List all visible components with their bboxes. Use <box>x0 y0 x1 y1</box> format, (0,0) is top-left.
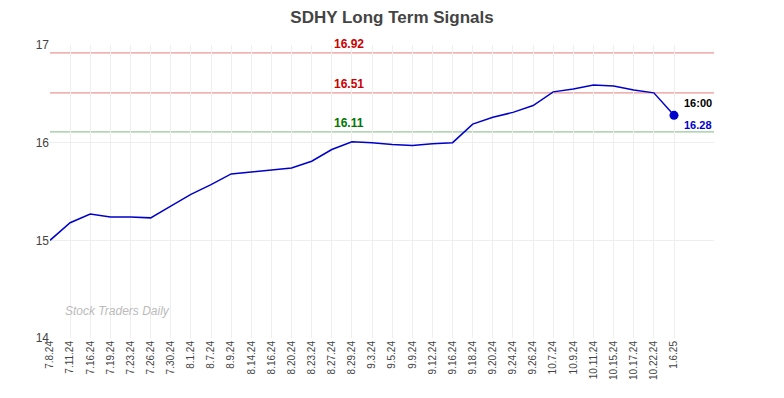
svg-text:10.15.24: 10.15.24 <box>608 341 619 380</box>
svg-text:16.11: 16.11 <box>334 116 364 130</box>
svg-text:9.12.24: 9.12.24 <box>427 341 438 375</box>
svg-text:8.20.24: 8.20.24 <box>286 341 297 375</box>
svg-text:9.5.24: 9.5.24 <box>386 341 397 369</box>
svg-text:9.26.24: 9.26.24 <box>527 341 538 375</box>
svg-text:7.16.24: 7.16.24 <box>85 341 96 375</box>
svg-text:16.51: 16.51 <box>334 77 364 91</box>
svg-text:7.19.24: 7.19.24 <box>105 341 116 375</box>
svg-text:10.9.24: 10.9.24 <box>568 341 579 375</box>
svg-text:7.8.24: 7.8.24 <box>44 341 55 369</box>
svg-text:10.17.24: 10.17.24 <box>628 341 639 380</box>
svg-text:10.22.24: 10.22.24 <box>648 341 659 380</box>
svg-text:14: 14 <box>36 331 50 345</box>
svg-text:17: 17 <box>36 38 50 52</box>
svg-text:9.18.24: 9.18.24 <box>467 341 478 375</box>
svg-text:9.9.24: 9.9.24 <box>407 341 418 369</box>
svg-text:7.23.24: 7.23.24 <box>125 341 136 375</box>
svg-text:9.16.24: 9.16.24 <box>447 341 458 375</box>
svg-text:7.11.24: 7.11.24 <box>64 341 75 374</box>
svg-text:1.6.25: 1.6.25 <box>668 341 679 369</box>
svg-text:8.16.24: 8.16.24 <box>266 341 277 375</box>
svg-text:8.7.24: 8.7.24 <box>205 341 216 369</box>
svg-text:15: 15 <box>36 234 50 248</box>
svg-text:SDHY Long Term Signals: SDHY Long Term Signals <box>290 8 493 27</box>
svg-text:10.7.24: 10.7.24 <box>547 341 558 375</box>
svg-text:8.23.24: 8.23.24 <box>306 341 317 375</box>
svg-text:Stock Traders Daily: Stock Traders Daily <box>65 304 170 318</box>
svg-text:8.9.24: 8.9.24 <box>225 341 236 369</box>
svg-text:8.14.24: 8.14.24 <box>246 341 257 375</box>
svg-text:7.30.24: 7.30.24 <box>165 341 176 375</box>
svg-text:16.92: 16.92 <box>334 37 364 51</box>
svg-text:8.1.24: 8.1.24 <box>185 341 196 369</box>
svg-text:16: 16 <box>36 136 50 150</box>
svg-text:7.26.24: 7.26.24 <box>145 341 156 375</box>
svg-text:10.11.24: 10.11.24 <box>588 341 599 380</box>
svg-text:9.24.24: 9.24.24 <box>507 341 518 375</box>
svg-text:8.29.24: 8.29.24 <box>346 341 357 375</box>
svg-text:8.27.24: 8.27.24 <box>326 341 337 375</box>
svg-text:9.20.24: 9.20.24 <box>487 341 498 375</box>
svg-text:16.28: 16.28 <box>684 119 712 131</box>
svg-text:16:00: 16:00 <box>684 97 712 109</box>
svg-text:9.3.24: 9.3.24 <box>366 341 377 369</box>
